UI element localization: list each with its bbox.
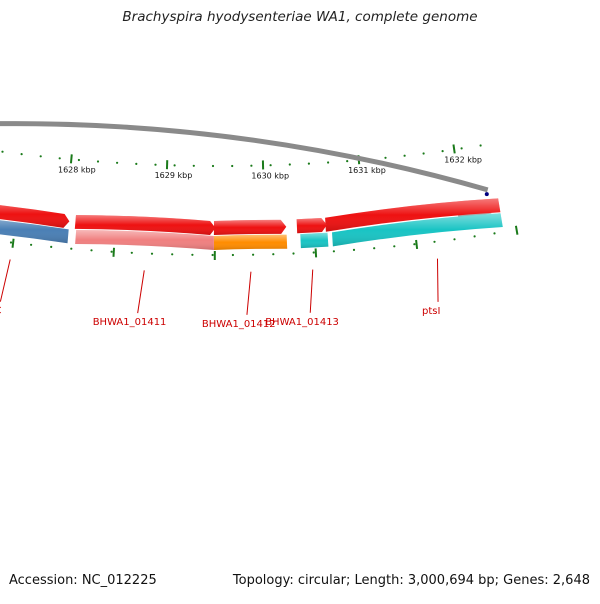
inner-minor-tick	[191, 254, 193, 256]
minor-tick	[193, 165, 195, 167]
leader-line	[138, 270, 145, 313]
backbone-ring	[0, 124, 488, 190]
minor-tick	[327, 161, 329, 163]
inner-minor-tick	[212, 254, 214, 256]
minor-tick	[250, 165, 252, 167]
gene-red-shade	[214, 220, 286, 235]
inner-minor-tick	[433, 241, 435, 243]
minor-tick	[442, 150, 444, 152]
minor-tick	[308, 163, 310, 165]
minor-tick	[384, 157, 386, 159]
minor-tick	[97, 160, 99, 162]
minor-tick	[212, 165, 214, 167]
leader-line	[310, 270, 312, 313]
inner-minor-tick	[393, 245, 395, 247]
inner-minor-tick	[272, 253, 274, 255]
tick-label: 1629 kbp	[155, 171, 193, 180]
inner-minor-tick	[413, 243, 415, 245]
minor-tick	[270, 164, 272, 166]
minor-tick	[59, 157, 61, 159]
genome-backbone	[0, 124, 488, 190]
leader-line	[437, 259, 438, 302]
tick-label: 1630 kbp	[251, 171, 289, 180]
tick-label: 1628 kbp	[58, 165, 96, 174]
gene-label: aroC	[0, 306, 2, 317]
marker-dot	[485, 192, 489, 196]
inner-minor-tick	[10, 241, 12, 243]
inner-minor-tick	[90, 249, 92, 251]
minor-tick	[135, 163, 137, 165]
gene-label: BHWA1_01411	[93, 317, 167, 328]
topology-summary: Topology: circular; Length: 3,000,694 bp…	[233, 573, 590, 588]
accession-text: Accession: NC_012225	[9, 573, 157, 588]
gene-label: BHWA1_01412	[202, 319, 276, 330]
minor-tick	[116, 162, 118, 164]
gene-BHWA1_01412-shade	[214, 235, 287, 250]
inner-major-tick	[113, 248, 114, 257]
minor-tick	[1, 151, 3, 153]
major-tick	[71, 154, 72, 163]
inner-minor-tick	[131, 252, 133, 254]
minor-tick	[21, 153, 23, 155]
inner-minor-tick	[232, 254, 234, 256]
minor-tick	[174, 164, 176, 166]
tick-label: 1632 kbp	[444, 155, 482, 164]
minor-tick	[40, 155, 42, 157]
minor-tick	[231, 165, 233, 167]
inner-minor-tick	[70, 248, 72, 250]
inner-minor-tick	[453, 238, 455, 240]
inner-major-tick	[416, 240, 417, 249]
inner-minor-tick	[171, 253, 173, 255]
inner-minor-tick	[373, 247, 375, 249]
minor-tick	[346, 160, 348, 162]
minor-tick	[154, 164, 156, 166]
inner-major-tick	[13, 239, 14, 248]
minor-tick	[289, 163, 291, 165]
inner-minor-tick	[493, 232, 495, 234]
gene-label: BHWA1_01413	[265, 317, 339, 328]
inner-minor-tick	[252, 254, 254, 256]
minor-tick	[423, 152, 425, 154]
inner-minor-tick	[333, 250, 335, 252]
genome-title: Brachyspira hyodysenteriae WA1, complete…	[0, 9, 600, 25]
leader-line	[0, 260, 10, 302]
inner-minor-tick	[30, 244, 32, 246]
gene-label: ptsI	[422, 306, 440, 317]
inner-minor-tick	[313, 251, 315, 253]
gene-red-shade	[297, 218, 327, 233]
inner-minor-tick	[151, 253, 153, 255]
minor-tick	[78, 159, 80, 161]
inner-minor-tick	[111, 251, 113, 253]
minor-tick	[461, 147, 463, 149]
inner-minor-tick	[474, 235, 476, 237]
major-tick	[453, 145, 454, 154]
inner-minor-tick	[353, 249, 355, 251]
inner-minor-tick	[50, 246, 52, 248]
gene-BHWA1_01413-shade	[300, 233, 328, 248]
minor-tick	[404, 155, 406, 157]
leader-line	[247, 272, 251, 315]
minor-tick	[480, 144, 482, 146]
tick-label: 1631 kbp	[348, 166, 386, 175]
inner-minor-tick	[292, 252, 294, 254]
inner-major-tick	[516, 226, 518, 235]
